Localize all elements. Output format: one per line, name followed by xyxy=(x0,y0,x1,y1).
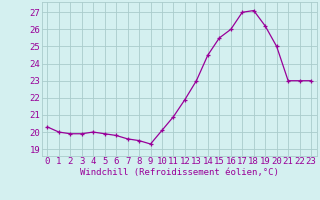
X-axis label: Windchill (Refroidissement éolien,°C): Windchill (Refroidissement éolien,°C) xyxy=(80,168,279,177)
